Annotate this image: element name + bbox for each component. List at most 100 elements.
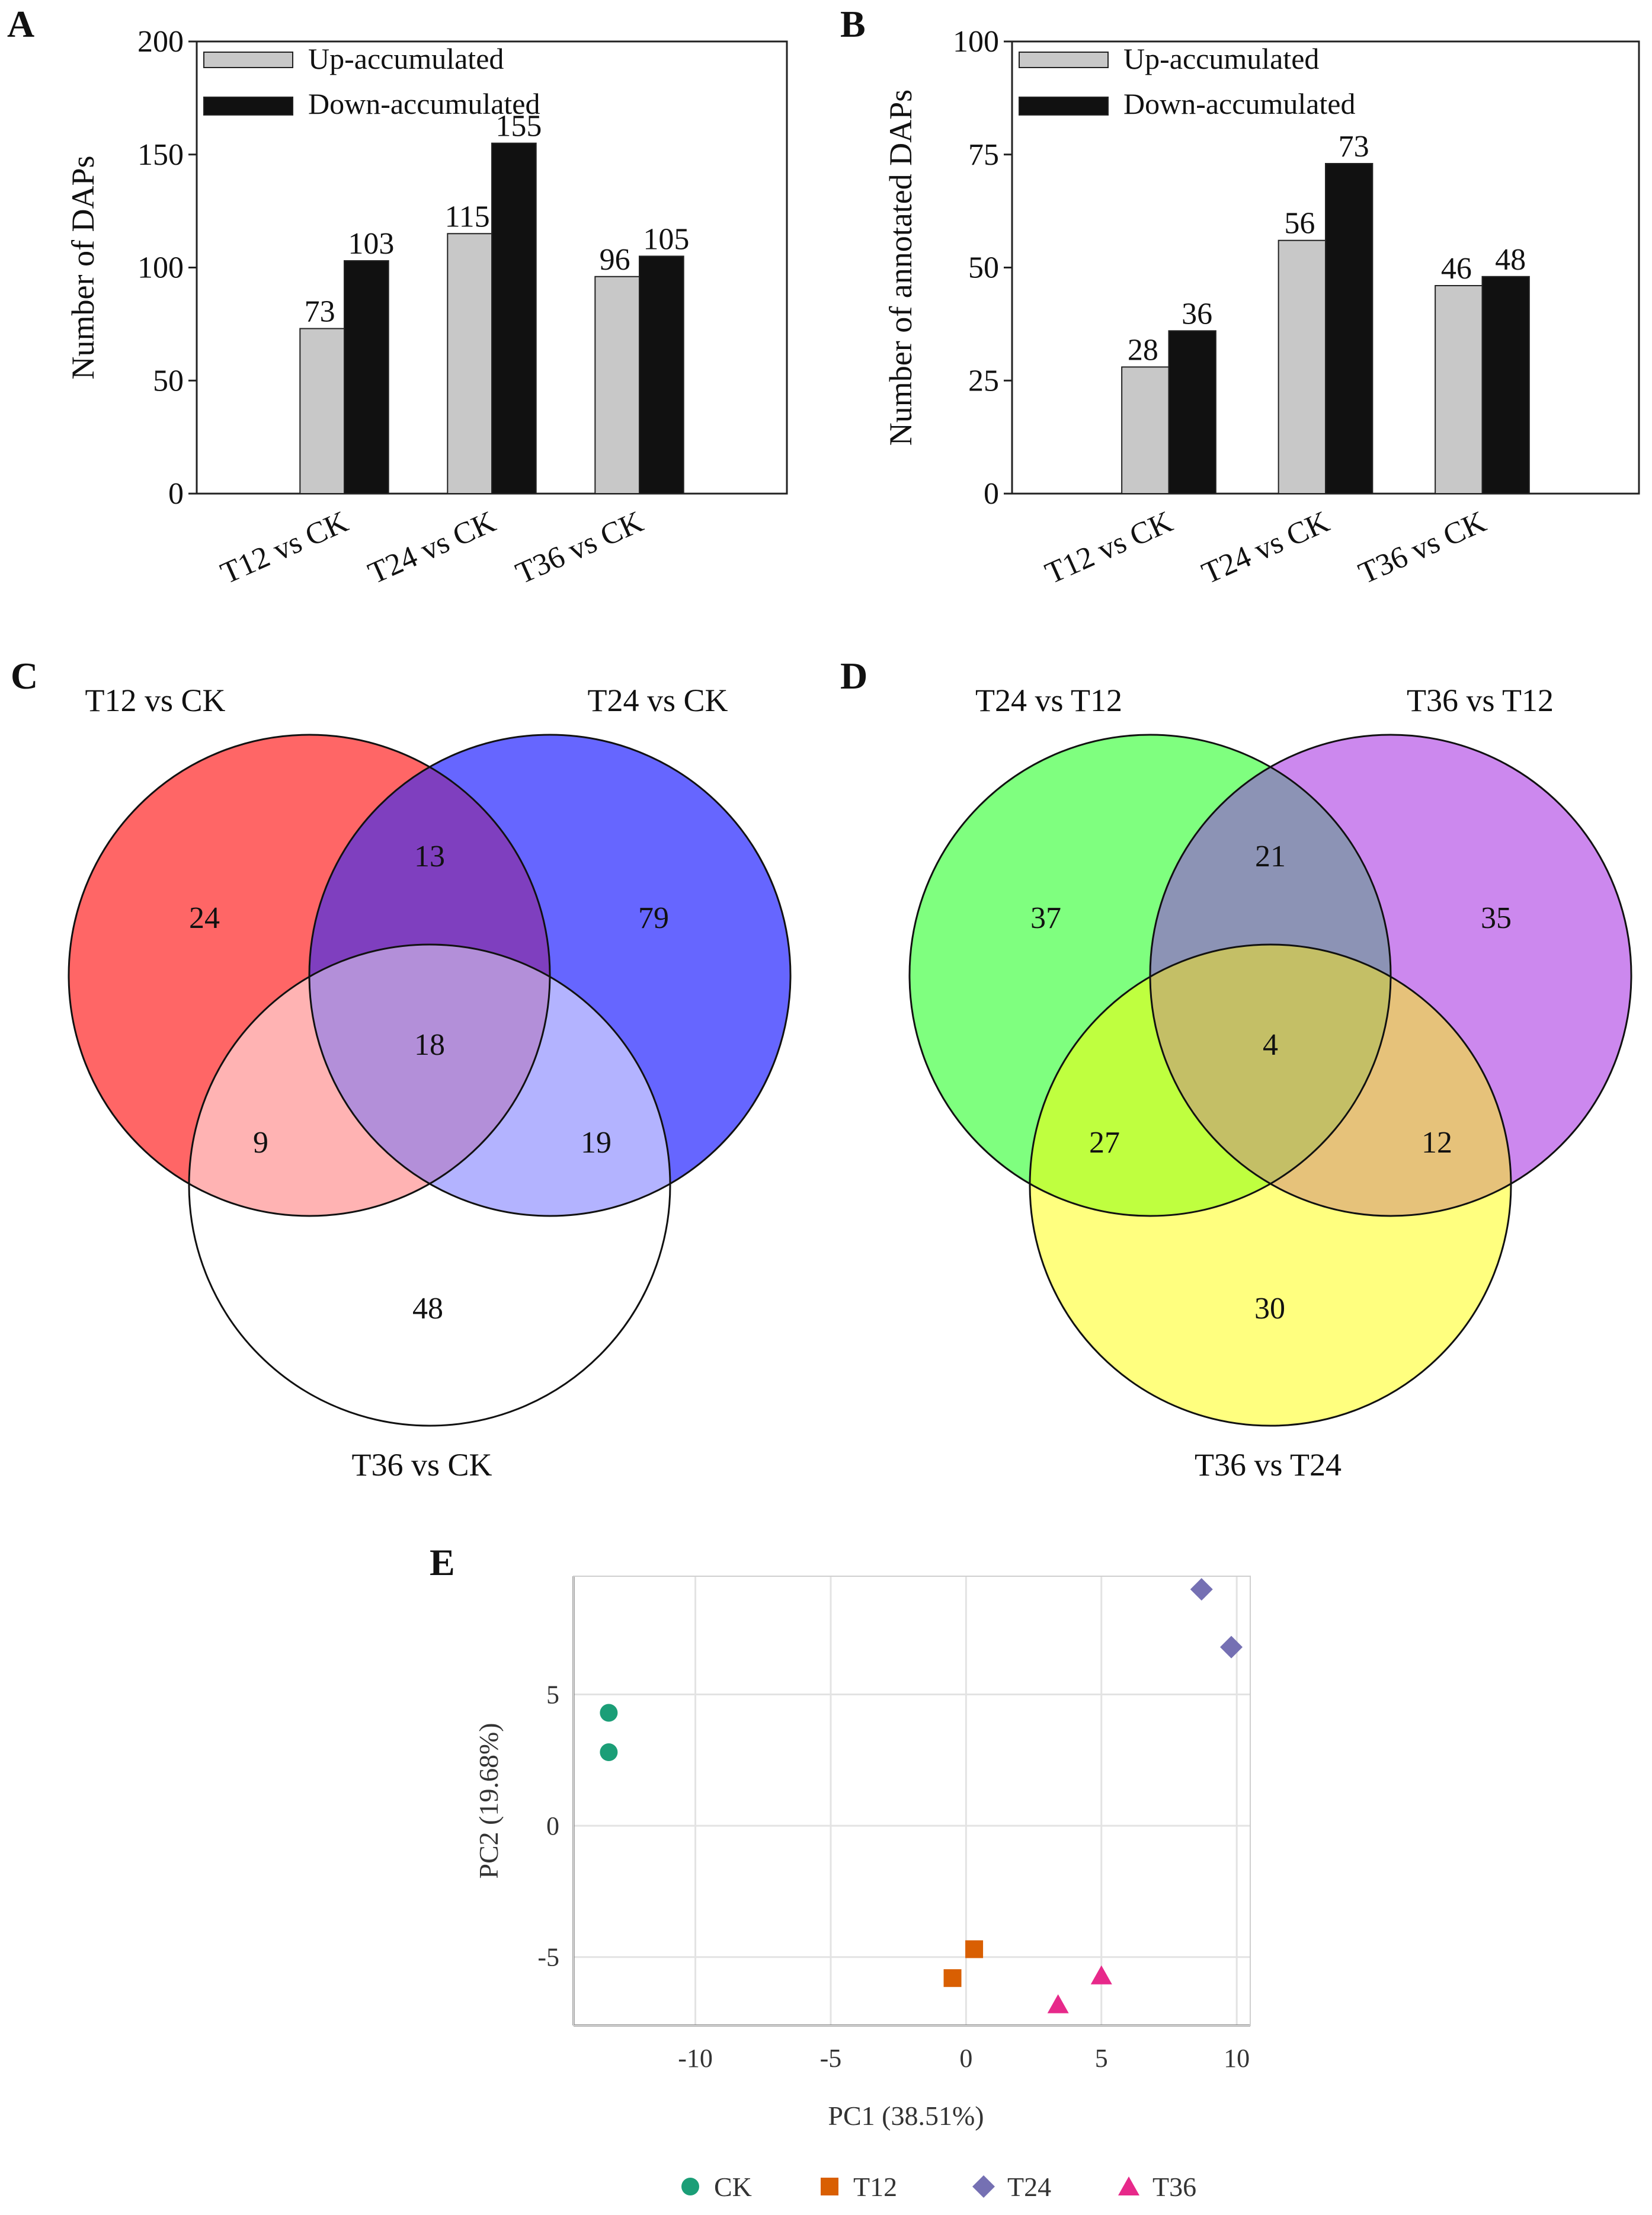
y-axis-title: PC2 (19.68%) — [473, 1723, 504, 1878]
legend-label: CK — [714, 2172, 752, 2202]
bar — [1168, 330, 1216, 494]
panel-c-venn-diagram: C T12 vs CK T24 vs CK T36 vs CK 24 79 48 13 9 19 1… — [11, 655, 792, 1483]
bar — [491, 142, 537, 495]
bar — [594, 276, 640, 494]
bar — [1481, 276, 1530, 494]
legend-swatch — [1019, 97, 1109, 116]
y-tick-label: 50 — [153, 364, 184, 398]
bar — [1325, 163, 1374, 494]
bar-value-label: 155 — [495, 110, 542, 143]
bar-value-label: 103 — [348, 227, 394, 261]
venn-region-count: 79 — [638, 901, 669, 935]
panel-letter: B — [840, 3, 866, 45]
venn-region-count: 35 — [1481, 901, 1512, 935]
bar-value-label: 73 — [305, 295, 335, 329]
legend-label: T12 — [853, 2172, 897, 2202]
bar-value-label: 73 — [1339, 130, 1369, 164]
x-tick-label: -5 — [820, 2044, 842, 2073]
bar-value-label: 56 — [1284, 207, 1315, 241]
y-tick-label: 75 — [968, 138, 999, 172]
x-category-label: T12 vs CK — [216, 505, 353, 591]
venn-circle-outline — [308, 734, 792, 1217]
y-tick-label: 200 — [137, 25, 184, 59]
y-axis-title: Number of annotated DAPs — [883, 89, 918, 446]
bar — [1121, 366, 1170, 494]
x-category-label: T36 vs CK — [511, 505, 648, 591]
panel-letter: C — [11, 655, 38, 697]
bar — [1278, 239, 1326, 494]
venn-circle-outline — [908, 734, 1392, 1217]
panel-a-bar-chart: A 0 50 100 150 200 Number of DAPs 73 103 T12 vs C… — [7, 3, 788, 591]
venn-region-count: 21 — [1255, 840, 1286, 873]
bar — [447, 233, 492, 494]
bar — [639, 255, 684, 494]
y-tick-label: 150 — [137, 138, 184, 172]
legend-swatch — [203, 97, 293, 116]
bar — [344, 260, 389, 494]
legend-label: Up-accumulated — [1123, 42, 1319, 75]
x-category-label: T24 vs CK — [1197, 505, 1334, 591]
legend-marker — [821, 2178, 838, 2195]
x-axis-title: PC1 (38.51%) — [828, 2101, 984, 2131]
plot-frame — [573, 1576, 1251, 2026]
y-axis-title: Number of DAPs — [65, 156, 101, 380]
legend-label: T36 — [1152, 2172, 1196, 2202]
bar — [1435, 285, 1483, 494]
venn-region-count: 4 — [1263, 1028, 1278, 1062]
bar — [299, 328, 345, 494]
venn-set-title: T36 vs T12 — [1407, 683, 1554, 718]
venn-set-title: T36 vs CK — [351, 1447, 492, 1483]
legend-label: T24 — [1007, 2172, 1051, 2202]
bar-value-label: 115 — [445, 200, 490, 233]
panel-letter: E — [430, 1541, 455, 1583]
y-tick-label: 0 — [168, 477, 184, 511]
scatter-point — [1220, 1635, 1243, 1659]
y-tick-label: 100 — [137, 251, 184, 285]
legend-swatch — [1019, 52, 1109, 68]
venn-region-count: 13 — [414, 840, 445, 873]
bar-value-label: 48 — [1495, 243, 1526, 277]
scatter-point — [600, 1704, 618, 1722]
x-tick-label: 5 — [1095, 2044, 1108, 2073]
venn-region-count: 27 — [1089, 1126, 1120, 1160]
venn-region-count: 24 — [189, 901, 220, 935]
y-tick-label: -5 — [537, 1943, 559, 1972]
venn-region-count: 18 — [414, 1028, 445, 1062]
x-tick-label: 10 — [1224, 2044, 1250, 2073]
bar-value-label: 96 — [600, 243, 630, 277]
panel-d-venn-diagram: D T24 vs T12 T36 vs T12 T36 vs T24 37 35 30 21 2… — [840, 655, 1632, 1483]
venn-circle-outline — [68, 734, 551, 1217]
venn-circle-outline — [1149, 734, 1632, 1217]
scatter-point — [600, 1743, 618, 1761]
x-category-label: T36 vs CK — [1354, 505, 1491, 591]
venn-region-count: 48 — [412, 1292, 443, 1326]
venn-circle-outline — [188, 943, 671, 1427]
x-tick-label: 0 — [959, 2044, 972, 2073]
y-tick-label: 5 — [546, 1680, 559, 1709]
legend-label: Down-accumulated — [1123, 87, 1356, 120]
panel-b-bar-chart: B 0 25 50 75 100 Number of annotated DAPs 28 36 T… — [840, 3, 1640, 591]
y-tick-label: 50 — [968, 251, 999, 285]
venn-region-count: 37 — [1030, 901, 1061, 935]
venn-set-title: T36 vs T24 — [1195, 1447, 1342, 1483]
y-tick-label: 0 — [546, 1811, 559, 1841]
scatter-point — [1190, 1578, 1213, 1601]
legend-marker — [681, 2178, 699, 2195]
y-tick-label: 25 — [968, 364, 999, 398]
bar-value-label: 46 — [1441, 252, 1472, 286]
venn-set-title: T12 vs CK — [85, 683, 225, 718]
bar-value-label: 28 — [1128, 333, 1158, 367]
bar-value-label: 36 — [1182, 297, 1212, 331]
x-category-label: T24 vs CK — [363, 505, 501, 591]
panel-letter: A — [7, 3, 34, 45]
venn-region-count: 9 — [253, 1126, 268, 1160]
legend-marker — [972, 2175, 995, 2198]
x-tick-label: -10 — [678, 2044, 713, 2073]
legend-swatch — [203, 52, 293, 68]
bar-value-label: 105 — [643, 222, 689, 256]
venn-region-count: 19 — [581, 1126, 612, 1160]
y-tick-label: 0 — [984, 477, 999, 511]
scatter-point — [965, 1940, 984, 1958]
panel-letter: D — [840, 655, 867, 697]
